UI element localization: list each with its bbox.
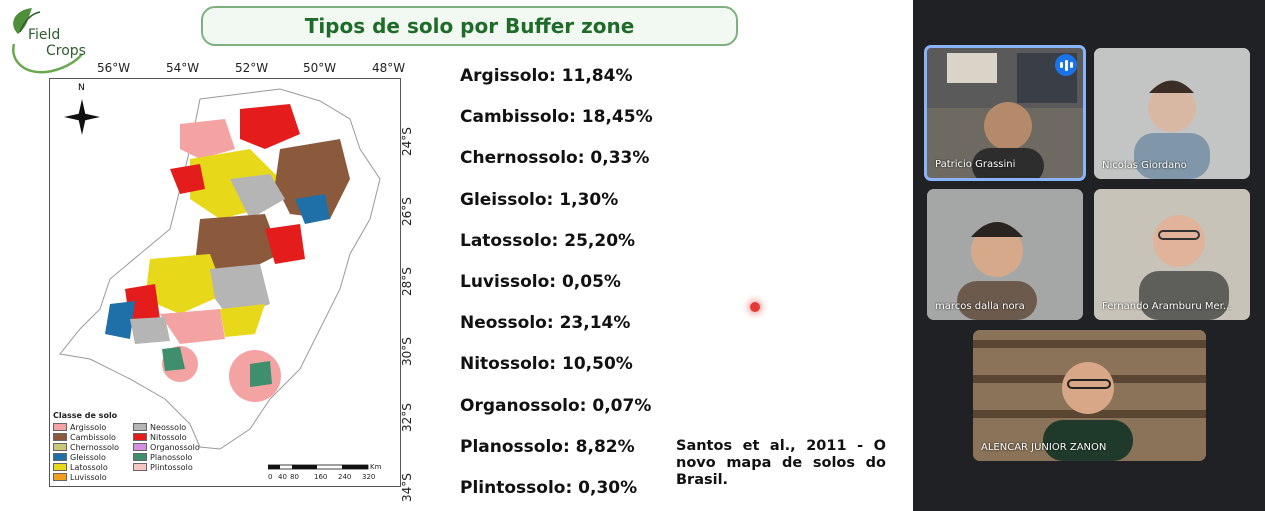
laser-pointer [750, 302, 760, 312]
leaf-logo-icon [12, 8, 83, 74]
scale-unit: Km [370, 463, 382, 471]
legend-label: Organossolo [150, 442, 200, 452]
participant-tile[interactable]: Patricio Grassini [924, 45, 1086, 181]
legend-item: Latossolo [53, 462, 119, 472]
legend-item: Neossolo [133, 422, 200, 432]
participant-video [927, 48, 1083, 178]
lat-label: 26°S [400, 197, 414, 226]
swatch [53, 423, 67, 431]
legend-title: Classe de solo [53, 411, 118, 420]
stat-cambissolo: Cambissolo: 18,45% [460, 107, 653, 128]
participant-tile[interactable]: Fernando Aramburu Mer... [1094, 189, 1250, 320]
participant-name: Fernando Aramburu Mer... [1102, 301, 1233, 312]
legend-label: Chernossolo [70, 442, 120, 452]
legend-item: Planossolo [133, 452, 200, 462]
stat-argissolo: Argissolo: 11,84% [460, 66, 633, 86]
soil-map: N [49, 78, 401, 487]
legend-label: Planossolo [150, 452, 193, 462]
scale-tick: 160 [314, 473, 328, 481]
legend-label: Neossolo [150, 422, 187, 432]
stat-latossolo: Latossolo: 25,20% [460, 230, 636, 251]
participant-name: Nicolas Giordano [1102, 160, 1187, 171]
swatch [53, 453, 67, 461]
map-scale-bar: Km 0 40 80 160 240 320 [268, 463, 388, 484]
legend-label: Gleissolo [70, 452, 106, 462]
citation: Santos et al., 2011 - O novo mapa de sol… [676, 438, 886, 488]
participant-tile[interactable]: marcos dalla nora [927, 189, 1083, 320]
lon-label: 50°W [303, 61, 337, 75]
legend-label: Latossolo [70, 462, 108, 472]
stat-planossolo: Planossolo: 8,82% [460, 436, 635, 457]
swatch [53, 433, 67, 441]
lon-label: 52°W [235, 61, 269, 75]
soil-percent-list: Argissolo: 11,84% Cambissolo: 18,45% Che… [460, 66, 680, 511]
scale-tick: 0 [268, 473, 273, 481]
stat-gleissolo: Gleissolo: 1,30% [460, 189, 619, 210]
legend-label: Argissolo [70, 422, 107, 432]
legend-item: Luvissolo [53, 472, 119, 482]
stat-organossolo: Organossolo: 0,07% [460, 395, 652, 416]
field-crops-logo: Field Crops [6, 4, 86, 78]
scale-bar-graphic [268, 464, 369, 470]
logo-text-crops: Crops [46, 43, 86, 59]
legend-item: Gleissolo [53, 452, 119, 462]
lat-label: 30°S [400, 337, 414, 366]
presentation-slide: Field Crops Tipos de solo por Buffer zon… [0, 0, 913, 511]
swatch [53, 473, 67, 481]
swatch [133, 453, 148, 461]
stat-nitossolo: Nitossolo: 10,50% [460, 354, 633, 375]
stat-plintossolo: Plintossolo: 0,30% [460, 477, 638, 498]
participant-video [1094, 48, 1250, 179]
lon-label: 56°W [97, 61, 131, 75]
swatch [53, 443, 67, 451]
legend-column-left: Argissolo Cambissolo Chernossolo Gleisso… [53, 422, 119, 482]
lon-label: 48°W [372, 61, 406, 75]
soil-map-drawing [59, 88, 381, 450]
stat-luvissolo: Luvissolo: 0,05% [460, 271, 621, 292]
logo-text-field: Field [28, 27, 61, 43]
legend-item: Plintossolo [133, 462, 200, 472]
legend-label: Plintossolo [150, 462, 193, 472]
scale-tick: 320 [362, 473, 376, 481]
swatch [53, 463, 67, 471]
lat-label: 28°S [400, 267, 414, 296]
stat-chernossolo: Chernossolo: 0,33% [460, 148, 650, 169]
legend-column-right: Neossolo Nitossolo Organossolo Planossol… [133, 422, 200, 482]
scale-tick: 240 [338, 473, 352, 481]
participant-name: marcos dalla nora [935, 301, 1025, 312]
participant-video [1094, 189, 1250, 320]
legend-label: Luvissolo [70, 472, 107, 482]
speaking-indicator-icon [1055, 54, 1077, 76]
map-legend: Classe de solo Argissolo Cambissolo Cher… [53, 411, 253, 487]
swatch [133, 423, 148, 431]
legend-item: Nitossolo [133, 432, 200, 442]
legend-label: Nitossolo [150, 432, 187, 442]
slide-title-box: Tipos de solo por Buffer zone [201, 6, 738, 46]
participant-video [927, 189, 1083, 320]
legend-item: Organossolo [133, 442, 200, 452]
participant-tile[interactable]: ALENCAR JUNIOR ZANON [973, 330, 1206, 461]
slide-title: Tipos de solo por Buffer zone [304, 14, 635, 38]
lat-label: 24°S [400, 127, 414, 156]
participant-video [973, 330, 1206, 461]
participant-name: ALENCAR JUNIOR ZANON [981, 442, 1107, 453]
lat-label: 32°S [400, 403, 414, 432]
scale-tick: 80 [290, 473, 299, 481]
participant-name: Patricio Grassini [935, 159, 1016, 170]
stat-neossolo: Neossolo: 23,14% [460, 313, 631, 334]
legend-item: Cambissolo [53, 432, 119, 442]
swatch [133, 463, 148, 471]
lat-label: 34°S [400, 473, 414, 502]
north-label: N [78, 83, 85, 93]
legend-item: Chernossolo [53, 442, 119, 452]
swatch [133, 433, 148, 441]
lon-label: 54°W [166, 61, 200, 75]
legend-item: Argissolo [53, 422, 119, 432]
legend-label: Cambissolo [70, 432, 116, 442]
swatch [133, 443, 148, 451]
scale-tick: 40 [278, 473, 287, 481]
participant-tile[interactable]: Nicolas Giordano [1094, 48, 1250, 179]
